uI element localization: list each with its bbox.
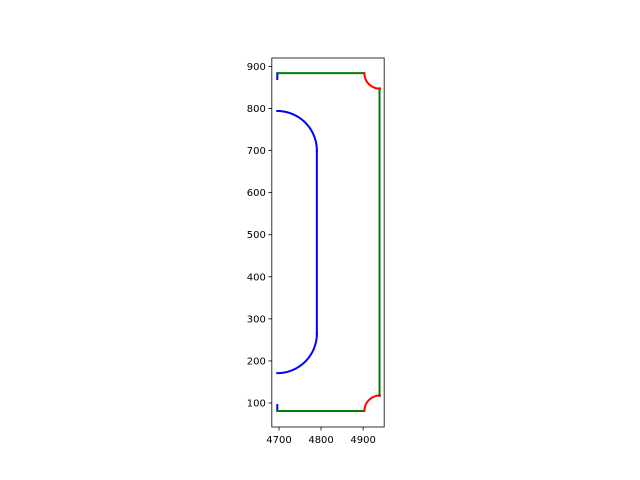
series-1-segment-4: [276, 109, 318, 152]
x-axis: 4700 4800 4900: [266, 427, 376, 446]
series-3-segment-2: [363, 394, 381, 413]
axes-frame: [271, 57, 385, 428]
y-tick-label-3: 300: [247, 314, 266, 325]
x-tick-label-1: 4700: [266, 435, 291, 446]
y-tick-label-4: 400: [247, 272, 266, 283]
series-1-segment-2: [276, 332, 318, 375]
plot-area: [276, 72, 381, 413]
y-tick-label-1: 100: [247, 399, 266, 410]
x-tick-label-2: 4800: [308, 435, 333, 446]
y-tick-label-7: 700: [247, 146, 266, 157]
y-tick-label-6: 600: [247, 188, 266, 199]
y-tick-label-8: 800: [247, 104, 266, 115]
y-axis: 100 200 300 400 500 600 700 800 900: [247, 62, 272, 410]
y-tick-label-9: 900: [247, 62, 266, 73]
series-3-segment-1: [363, 72, 381, 90]
y-tick-label-2: 200: [247, 356, 266, 367]
x-tick-label-3: 4900: [350, 435, 375, 446]
y-tick-label-5: 500: [247, 230, 266, 241]
